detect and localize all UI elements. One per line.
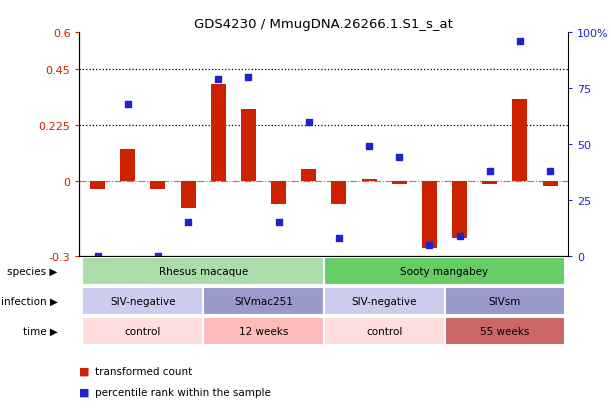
Bar — [513, 100, 527, 182]
Point — [425, 242, 434, 248]
Point — [213, 76, 223, 83]
Point — [153, 253, 163, 259]
Bar — [543, 182, 558, 187]
Bar — [392, 182, 407, 184]
Bar — [324, 287, 445, 316]
Bar — [362, 179, 376, 182]
Title: GDS4230 / MmugDNA.26266.1.S1_s_at: GDS4230 / MmugDNA.26266.1.S1_s_at — [194, 17, 453, 31]
Bar — [422, 182, 437, 249]
Bar — [82, 257, 324, 286]
Bar — [211, 85, 226, 182]
Text: SIV-negative: SIV-negative — [351, 296, 417, 306]
Point — [123, 101, 133, 108]
Text: transformed count: transformed count — [95, 366, 192, 376]
Bar — [82, 317, 203, 345]
Text: 12 weeks: 12 weeks — [239, 326, 288, 336]
Point — [93, 253, 103, 259]
Text: SIV-negative: SIV-negative — [110, 296, 175, 306]
Point — [364, 143, 374, 150]
Bar — [90, 182, 105, 189]
Bar — [241, 110, 256, 182]
Bar — [445, 317, 565, 345]
Bar — [301, 169, 316, 182]
Point — [274, 219, 284, 226]
Bar — [203, 317, 324, 345]
Bar — [445, 287, 565, 316]
Bar — [82, 287, 203, 316]
Bar — [120, 150, 135, 182]
Text: 55 weeks: 55 weeks — [480, 326, 530, 336]
Point — [455, 233, 464, 239]
Point — [304, 119, 313, 126]
Point — [183, 219, 193, 226]
Bar — [271, 182, 286, 204]
Point — [515, 39, 525, 45]
Text: Rhesus macaque: Rhesus macaque — [158, 266, 248, 277]
Text: ■: ■ — [79, 387, 90, 396]
Point — [485, 168, 495, 175]
Point — [394, 154, 404, 161]
Point — [334, 235, 344, 242]
Bar — [482, 182, 497, 184]
Text: SIVsm: SIVsm — [489, 296, 521, 306]
Text: species ▶: species ▶ — [7, 266, 57, 277]
Text: percentile rank within the sample: percentile rank within the sample — [95, 387, 271, 396]
Bar — [324, 257, 565, 286]
Point — [545, 168, 555, 175]
Text: time ▶: time ▶ — [23, 326, 57, 336]
Text: infection ▶: infection ▶ — [1, 296, 57, 306]
Text: Sooty mangabey: Sooty mangabey — [400, 266, 489, 277]
Bar — [203, 287, 324, 316]
Text: SIVmac251: SIVmac251 — [234, 296, 293, 306]
Point — [244, 74, 254, 81]
Text: control: control — [366, 326, 403, 336]
Bar — [452, 182, 467, 239]
Bar — [150, 182, 166, 189]
Text: ■: ■ — [79, 366, 90, 376]
Bar — [324, 317, 445, 345]
Text: control: control — [125, 326, 161, 336]
Bar — [180, 182, 196, 209]
Bar — [331, 182, 346, 204]
